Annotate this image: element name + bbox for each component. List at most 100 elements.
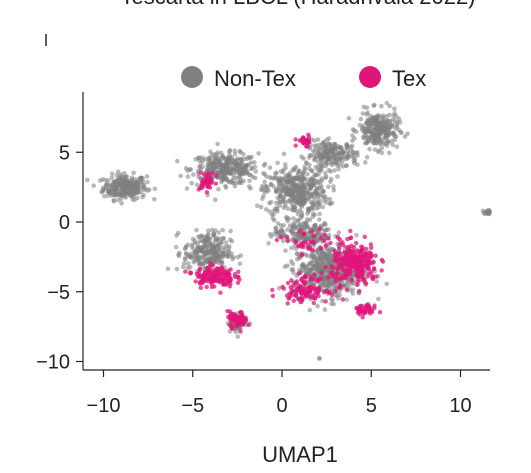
scatter-point bbox=[220, 278, 225, 284]
scatter-point bbox=[174, 266, 180, 272]
scatter-point bbox=[236, 269, 241, 274]
scatter-point bbox=[371, 103, 377, 109]
scatter-point bbox=[237, 261, 243, 267]
scatter-point bbox=[333, 289, 338, 294]
scatter-point bbox=[367, 146, 372, 152]
scatter-point bbox=[306, 206, 312, 211]
scatter-point bbox=[315, 303, 320, 309]
scatter-point bbox=[311, 277, 316, 282]
scatter-point bbox=[223, 240, 229, 245]
legend-marker-tex bbox=[359, 66, 381, 88]
scatter-point bbox=[369, 309, 374, 315]
scatter-point bbox=[140, 194, 145, 200]
scatter-point bbox=[302, 164, 307, 170]
scatter-point bbox=[225, 249, 231, 254]
scatter-point bbox=[332, 253, 337, 258]
scatter-point bbox=[384, 114, 390, 119]
scatter-point bbox=[349, 277, 355, 283]
scatter-point bbox=[366, 262, 371, 267]
scatter-point bbox=[280, 238, 286, 244]
scatter-point bbox=[358, 255, 363, 260]
scatter-point bbox=[368, 113, 373, 119]
scatter-point bbox=[366, 304, 372, 309]
scatter-point bbox=[317, 232, 322, 237]
scatter-point bbox=[304, 217, 310, 222]
scatter-point bbox=[301, 182, 306, 188]
scatter-point bbox=[142, 187, 147, 192]
scatter-point bbox=[304, 161, 309, 166]
scatter-point bbox=[197, 266, 202, 272]
scatter-point bbox=[344, 287, 349, 292]
scatter-point bbox=[219, 239, 224, 245]
scatter-point bbox=[358, 264, 363, 270]
scatter-point bbox=[313, 173, 319, 178]
scatter-point bbox=[209, 274, 214, 279]
scatter-point bbox=[107, 183, 113, 188]
scatter-point bbox=[204, 175, 209, 180]
scatter-point bbox=[284, 183, 289, 189]
scatter-point bbox=[317, 155, 323, 161]
scatter-point bbox=[204, 265, 210, 270]
scatter-point bbox=[228, 237, 233, 242]
scatter-point bbox=[183, 257, 188, 262]
scatter-point bbox=[316, 159, 321, 165]
scatter-point bbox=[293, 164, 299, 170]
scatter-point bbox=[200, 164, 205, 169]
scatter-point bbox=[340, 240, 345, 245]
scatter-point bbox=[371, 266, 377, 271]
scatter-point bbox=[321, 283, 327, 289]
scatter-point bbox=[227, 244, 232, 249]
scatter-point bbox=[218, 290, 223, 295]
scatter-point bbox=[322, 307, 328, 312]
scatter-point bbox=[209, 171, 215, 176]
legend-marker-non-tex bbox=[181, 66, 203, 88]
scatter-point bbox=[267, 209, 273, 214]
scatter-point bbox=[299, 154, 304, 159]
scatter-point bbox=[378, 126, 383, 131]
scatter-point bbox=[368, 242, 374, 247]
scatter-point bbox=[338, 146, 344, 151]
scatter-point bbox=[225, 254, 231, 259]
scatter-point bbox=[109, 175, 115, 181]
scatter-point bbox=[191, 172, 196, 177]
scatter-point bbox=[340, 297, 345, 302]
chart-title: Tescarta in LBCL (Haradhvala 2022) bbox=[120, 0, 475, 9]
scatter-point bbox=[278, 228, 284, 234]
scatter-point bbox=[183, 269, 188, 274]
scatter-point bbox=[221, 235, 227, 241]
scatter-point bbox=[343, 269, 348, 274]
scatter-point bbox=[333, 160, 339, 166]
scatter-point bbox=[376, 296, 381, 302]
scatter-point bbox=[315, 180, 321, 186]
scatter-point bbox=[261, 163, 267, 168]
scatter-point bbox=[277, 191, 283, 197]
scatter-point bbox=[199, 185, 205, 191]
scatter-point bbox=[325, 283, 331, 289]
scatter-point bbox=[184, 186, 190, 191]
scatter-point bbox=[356, 306, 361, 312]
scatter-point bbox=[268, 234, 274, 239]
scatter-point bbox=[280, 199, 286, 204]
scatter-point bbox=[326, 236, 331, 241]
scatter-point bbox=[288, 228, 294, 234]
scatter-point bbox=[384, 100, 390, 106]
scatter-point bbox=[236, 180, 242, 186]
scatter-point bbox=[284, 234, 290, 240]
scatter-point bbox=[373, 253, 378, 258]
scatter-point bbox=[324, 197, 329, 202]
scatter-point bbox=[270, 287, 275, 293]
scatter-point bbox=[244, 156, 250, 162]
scatter-point bbox=[205, 228, 211, 234]
scatter-point bbox=[103, 177, 108, 183]
scatter-point bbox=[211, 244, 216, 250]
scatter-point bbox=[301, 135, 306, 140]
x-axis-ticks: −10 −5 0 5 10 bbox=[87, 370, 472, 417]
scatter-point bbox=[256, 151, 261, 156]
y-tick-label: −5 bbox=[47, 282, 70, 304]
scatter-point bbox=[134, 180, 139, 186]
scatter-point bbox=[387, 103, 392, 109]
scatter-point bbox=[299, 297, 304, 302]
scatter-point bbox=[327, 201, 333, 207]
scatter-point bbox=[275, 160, 280, 166]
scatter-point bbox=[307, 245, 312, 251]
